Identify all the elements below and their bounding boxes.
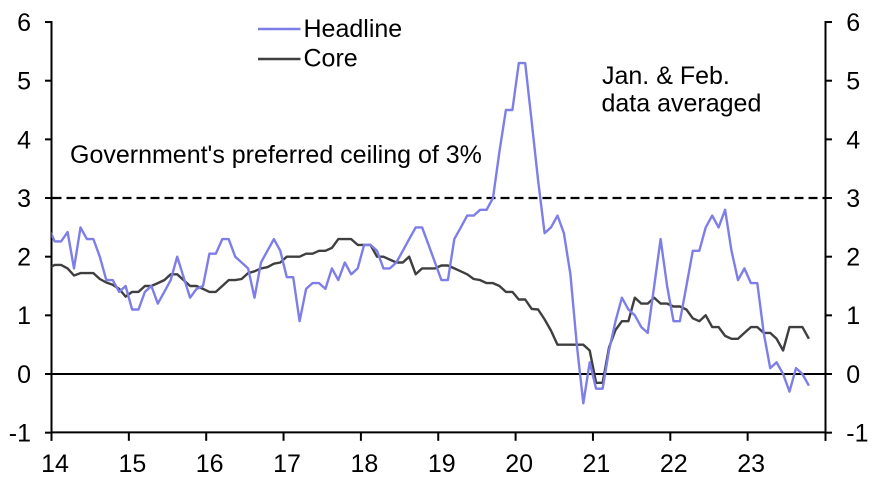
- svg-text:21: 21: [583, 450, 611, 478]
- svg-text:5: 5: [846, 68, 860, 96]
- svg-text:-1: -1: [846, 420, 868, 448]
- svg-text:22: 22: [660, 450, 688, 478]
- svg-text:data averaged: data averaged: [602, 90, 762, 118]
- svg-text:16: 16: [196, 450, 224, 478]
- svg-text:1: 1: [17, 302, 31, 330]
- svg-text:-1: -1: [9, 420, 31, 448]
- svg-text:Government's preferred ceiling: Government's preferred ceiling of 3%: [70, 141, 482, 169]
- svg-text:Headline: Headline: [304, 15, 403, 43]
- svg-text:6: 6: [17, 9, 31, 37]
- svg-text:20: 20: [505, 450, 533, 478]
- svg-text:Core: Core: [304, 45, 358, 73]
- svg-text:6: 6: [846, 9, 860, 37]
- svg-text:0: 0: [846, 361, 860, 389]
- svg-text:19: 19: [428, 450, 456, 478]
- svg-text:0: 0: [17, 361, 31, 389]
- svg-text:1: 1: [846, 302, 860, 330]
- svg-text:17: 17: [273, 450, 301, 478]
- svg-text:5: 5: [17, 68, 31, 96]
- svg-text:2: 2: [17, 244, 31, 272]
- svg-text:14: 14: [41, 450, 69, 478]
- svg-text:4: 4: [846, 126, 860, 154]
- svg-text:15: 15: [118, 450, 146, 478]
- svg-text:3: 3: [846, 185, 860, 213]
- svg-text:23: 23: [737, 450, 765, 478]
- svg-text:4: 4: [17, 126, 31, 154]
- svg-text:18: 18: [350, 450, 378, 478]
- svg-text:3: 3: [17, 185, 31, 213]
- svg-text:Jan. & Feb.: Jan. & Feb.: [602, 62, 730, 90]
- svg-text:2: 2: [846, 244, 860, 272]
